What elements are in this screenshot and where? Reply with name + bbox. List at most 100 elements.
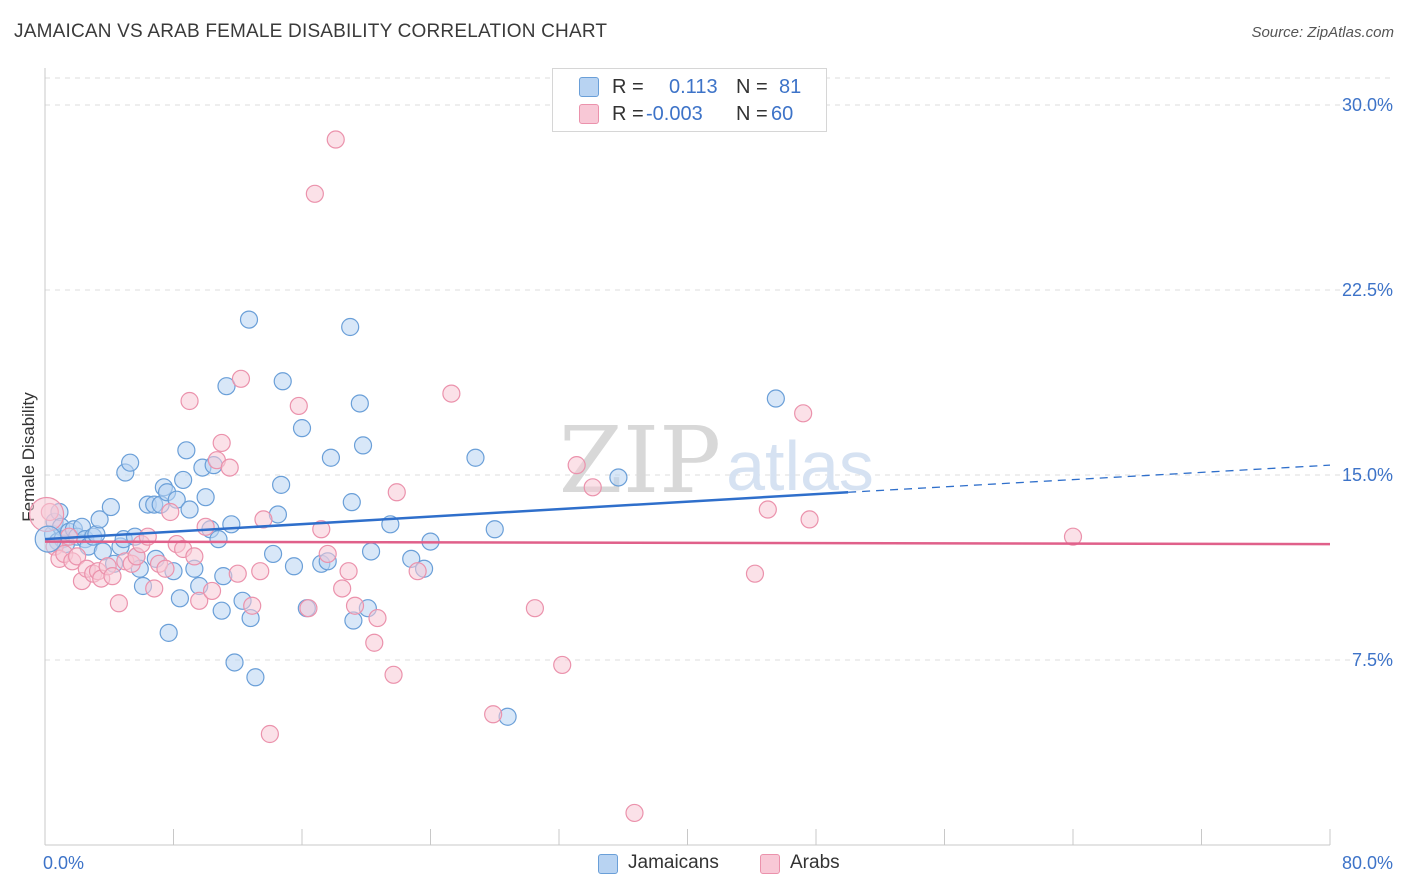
arab-trend-line [44,540,1331,546]
arab-point [408,562,427,581]
jamaican-point [263,544,283,564]
jamaican-point [170,589,190,608]
jamaican-point [239,310,259,329]
arab-point [368,608,387,628]
arab-point [243,596,262,615]
legend-r-label: R = [612,102,644,125]
arab-point [228,564,247,583]
jamaican-point [321,448,341,467]
arab-point [202,581,222,601]
jamaican-point [159,623,178,642]
arab-point [109,594,128,613]
arab-point [312,520,331,539]
arab-point [251,562,270,581]
legend-swatch-blue [598,854,618,874]
y-tick-label: 7.5% [1352,650,1393,670]
jamaican-point [212,601,231,620]
arab-point [794,404,813,423]
arab-point [103,567,122,586]
jamaican-point [342,493,361,512]
jamaican-point [209,530,228,549]
watermark-zip: ZIP [559,407,721,514]
arab-point [289,396,308,416]
jamaican-point [485,520,504,539]
legend-swatch-pink [760,854,780,874]
arab-point [583,478,602,497]
arab-point [190,591,209,610]
jamaican-point [121,453,140,472]
jamaican-point [180,500,199,519]
jamaican-point [292,419,312,438]
jamaican-point [284,557,304,576]
jamaican-point [466,448,485,467]
jamaican-point [222,515,241,534]
jamaican-trend-extension [848,464,1331,493]
arab-point [745,564,765,583]
arab-point [339,562,358,581]
arab-point [231,369,251,388]
jamaican-trend-line [44,491,849,541]
x-tick-label: 0.0% [43,853,84,873]
arab-point [484,705,503,724]
arab-point [625,803,644,823]
legend-swatch-blue [579,77,599,97]
legend-r-label: R = [612,75,644,98]
x-tick-label: 80.0% [1342,853,1393,873]
legend-swatch-pink [579,104,599,124]
jamaican-point [361,542,381,561]
jamaican-point [350,394,369,413]
jamaican-point [101,497,120,517]
arab-point [212,433,231,453]
arab-point [254,510,273,529]
arab-point [260,724,279,744]
arab-point [161,502,180,522]
y-tick-label: 15.0% [1342,465,1393,485]
legend-r-value: 0.113 [669,75,718,98]
arab-point [180,391,199,411]
jamaican-point [87,525,106,544]
jamaican-point [272,475,291,494]
arab-point [185,547,204,566]
arab-point [800,510,819,529]
arab-point [156,559,175,578]
source-label: Source: ZipAtlas.com [1251,24,1394,41]
jamaican-point [766,389,785,408]
legend-label: Jamaicans [628,852,719,873]
jamaican-point [174,470,193,490]
arab-point [1063,527,1083,546]
arab-point [553,655,572,675]
jamaican-point [341,317,360,337]
arab-point [365,633,384,652]
jamaican-point [246,668,265,687]
jamaican-point [217,377,236,396]
y-tick-label: 30.0% [1342,95,1393,115]
jamaican-point [609,468,628,487]
arab-point [318,544,337,564]
arab-point [758,500,777,519]
jamaican-point [196,488,215,507]
legend-n-label: N = [736,75,768,98]
jamaican-point [225,653,244,672]
arab-point [387,483,406,502]
legend-n-value: 60 [771,102,794,125]
legend-n-label: N = [736,102,768,125]
arab-point [567,456,586,475]
y-tick-label: 22.5% [1342,280,1393,300]
jamaican-point [353,436,373,455]
jamaican-point [90,510,109,529]
arab-point [442,384,461,403]
arab-point [525,599,545,618]
jamaican-point [177,441,196,460]
stats-legend: R = 0.113 N = 81 R = -0.003 N = 60 [552,68,827,132]
arab-point [68,547,87,566]
jamaican-point [273,372,292,391]
arab-point [145,579,164,598]
arab-point [384,665,403,684]
legend-n-value: 81 [779,75,802,98]
arab-point [305,184,324,203]
arab-point [220,458,239,477]
legend-label: Arabs [790,852,840,873]
legend-r-value: -0.003 [646,102,703,125]
arab-point [326,130,345,149]
